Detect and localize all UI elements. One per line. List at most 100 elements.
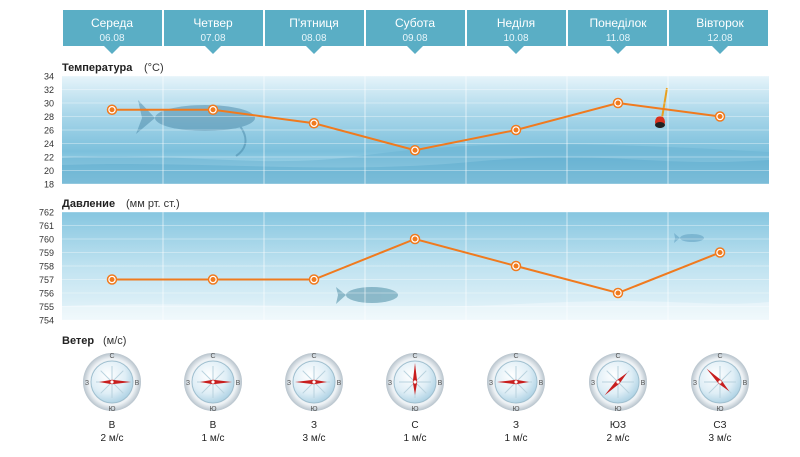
day-header-5: Понеділок 11.08 (568, 10, 667, 54)
y-tick-label: 758 (39, 262, 54, 272)
compass-label: С (513, 353, 518, 360)
pressure-grid (62, 211, 769, 321)
wind-direction-label: В (210, 420, 217, 431)
day-header-6: Вівторок 12.08 (669, 10, 768, 54)
compass-label: В (743, 380, 748, 387)
wind-direction-arrow (604, 372, 628, 396)
day-header-tab (265, 10, 364, 54)
pressure-title: Давление (62, 198, 115, 210)
compass-label: Ю (614, 406, 621, 413)
y-tick-label: 756 (39, 289, 54, 299)
data-point-center (109, 277, 115, 282)
compass-label: В (641, 380, 646, 387)
wind-speed-label: 1 м/с (202, 433, 225, 444)
wind-compass: С Ю З В (386, 353, 444, 413)
wind-compass: С Ю З В (184, 353, 242, 413)
y-tick-label: 30 (44, 99, 54, 109)
wind-direction-label: ЮЗ (610, 420, 626, 431)
pressure-y-axis: 754 755 756 757 758 759 760 761 762 (39, 208, 54, 326)
compass-label: В (438, 380, 443, 387)
compass-label: З (85, 380, 89, 387)
compass-label: В (236, 380, 241, 387)
y-tick-label: 28 (44, 112, 54, 122)
wind-direction-arrow (295, 379, 327, 385)
day-header-3: Субота 09.08 (366, 10, 465, 54)
water-wave (62, 144, 769, 184)
compass-pivot (616, 380, 620, 384)
temperature-grid (62, 75, 769, 185)
wind-direction-label: С (411, 420, 418, 431)
data-point-center (210, 277, 216, 282)
compass-pivot (110, 380, 114, 384)
day-header-4: Неділя 10.08 (467, 10, 566, 54)
wind-speed-label: 1 м/с (505, 433, 528, 444)
y-tick-label: 26 (44, 126, 54, 136)
wind-direction-label: З (311, 420, 317, 431)
compass-label: З (489, 380, 493, 387)
day-header-tab (366, 10, 465, 54)
compass-label: Ю (411, 406, 418, 413)
data-point-center (210, 107, 216, 113)
day-header-0: Середа 06.08 (63, 10, 162, 54)
compass-pivot (211, 380, 215, 384)
temperature-y-axis: 18 20 22 24 26 28 30 32 34 (44, 72, 54, 190)
y-tick-label: 34 (44, 72, 54, 82)
day-name: П'ятниця (289, 16, 339, 30)
data-point-center (412, 236, 418, 242)
y-tick-label: 20 (44, 166, 54, 176)
temperature-series (106, 97, 726, 156)
y-tick-label: 22 (44, 153, 54, 163)
wind-compass: С Ю З В (589, 353, 647, 413)
day-date: 06.08 (99, 33, 124, 44)
compass-label: Ю (716, 406, 723, 413)
wind-direction-label: З (513, 420, 519, 431)
compass-pivot (514, 380, 518, 384)
day-date: 10.08 (503, 33, 528, 44)
compass-label: Ю (108, 406, 115, 413)
y-tick-label: 762 (39, 208, 54, 218)
day-date: 12.08 (707, 33, 732, 44)
day-header-tab (63, 10, 162, 54)
day-name: Четвер (193, 16, 233, 30)
compass-label: В (337, 380, 342, 387)
temperature-title: Температура (62, 62, 133, 74)
compass-label: З (186, 380, 190, 387)
day-header-tab (164, 10, 263, 54)
compass-label: С (210, 353, 215, 360)
day-name: Вівторок (696, 16, 744, 30)
day-date: 07.08 (200, 33, 225, 44)
y-tick-label: 24 (44, 139, 54, 149)
wind-direction-arrow (99, 379, 131, 385)
wind-direction-label: В (109, 420, 116, 431)
compass-pivot (413, 380, 417, 384)
compass-label: Ю (310, 406, 317, 413)
compass-label: З (388, 380, 392, 387)
data-point-center (615, 100, 621, 106)
day-header-tab (568, 10, 667, 54)
day-date: 09.08 (402, 33, 427, 44)
wind-title: Ветер (62, 335, 94, 347)
wind-speed-label: 1 м/с (404, 433, 427, 444)
data-point-center (311, 120, 317, 126)
wind-speed-label: 3 м/с (709, 433, 732, 444)
day-name: Середа (91, 16, 133, 30)
pressure-unit: (мм рт. ст.) (126, 198, 180, 210)
wind-speed-label: 3 м/с (303, 433, 326, 444)
wind-direction-label: СЗ (713, 420, 726, 431)
compass-label: З (591, 380, 595, 387)
data-point-center (412, 147, 418, 153)
y-tick-label: 755 (39, 302, 54, 312)
data-point-center (513, 263, 519, 269)
y-tick-label: 18 (44, 180, 54, 190)
wind-compass: С Ю З В (487, 353, 545, 413)
temperature-unit: (°C) (144, 62, 164, 74)
fishing-float-illustration (655, 87, 668, 128)
compass-label: С (311, 353, 316, 360)
water-wave-deep (62, 157, 769, 184)
compass-label: З (693, 380, 697, 387)
day-name: Субота (395, 16, 435, 30)
compass-label: Ю (512, 406, 519, 413)
